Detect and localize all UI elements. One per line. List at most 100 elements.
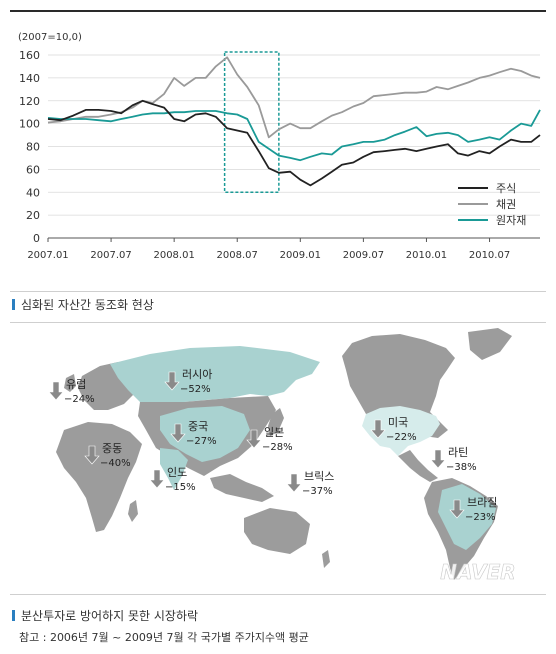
market-1: 유럽 −24% (48, 377, 95, 405)
market-6: 인도 −15% (149, 466, 196, 493)
market-name: 중국 (188, 420, 208, 433)
x-tick-label: 2010.01 (406, 250, 447, 261)
market-change: −38% (446, 462, 477, 473)
x-tick-label: 2007.07 (90, 250, 131, 261)
central-america-land (398, 450, 438, 482)
market-name: 라틴 (448, 446, 468, 459)
caption-marker (12, 299, 15, 310)
russia-highlight (110, 346, 320, 404)
market-change: −23% (465, 512, 496, 523)
greenland-land (468, 328, 512, 360)
brazil-highlight (438, 484, 496, 550)
chart-grid (48, 54, 540, 239)
market-name: 인도 (167, 466, 187, 479)
y-tick-label: 60 (26, 163, 40, 176)
market-10: 브라질 −23% (449, 496, 497, 523)
legend-label: 주식 (496, 182, 516, 195)
north-america-land (342, 334, 455, 438)
x-tick-label: 2008.01 (153, 250, 194, 261)
japan-land (268, 408, 284, 436)
x-tick-label: 2009.07 (343, 250, 384, 261)
market-2: 러시아 −52% (164, 368, 212, 395)
legend-label: 채권 (496, 198, 516, 211)
x-tick-label: 2009.01 (280, 250, 321, 261)
market-change: −40% (100, 458, 131, 469)
market-markers: 유럽 −24% 러시아 −52% 중국 −27% 일본 −28% 중동 −40% 인도 −15% 브릭스… (48, 368, 497, 523)
market-7: 브릭스 −37% (286, 470, 334, 497)
market-name: 브라질 (467, 496, 497, 509)
africa-land (56, 422, 142, 532)
map-caption: 분산투자로 방어하지 못한 시장하락 (12, 607, 198, 624)
divider-chart (10, 291, 546, 292)
y-tick-label: 0 (33, 232, 40, 245)
chart-unit-label: (2007=10,0) (18, 32, 82, 43)
market-change: −15% (165, 482, 196, 493)
asset-correlation-line-chart: (2007=10,0) 0 20 40 60 80 100 120 140 160 2007.0… (18, 32, 541, 261)
down-arrow-icon (286, 473, 302, 493)
new-zealand-land (322, 550, 330, 568)
market-name: 유럽 (66, 377, 86, 391)
chart-caption-text: 심화된 자산간 동조화 현상 (21, 298, 154, 312)
series-line-2 (47, 109, 541, 162)
y-tick-label: 40 (26, 186, 40, 199)
y-tick-label: 20 (26, 209, 40, 222)
y-tick-label: 140 (19, 72, 40, 85)
x-tick-label: 2007.01 (27, 250, 68, 261)
down-arrow-icon (449, 499, 465, 519)
y-axis-ticks: 0 20 40 60 80 100 120 140 160 (19, 49, 40, 245)
market-name: 브릭스 (304, 470, 334, 483)
market-change: −22% (386, 432, 417, 443)
market-8: 미국 −22% (370, 416, 417, 443)
uk-land (64, 374, 76, 392)
market-change: −37% (302, 486, 333, 497)
world-market-decline-map: 유럽 −24% 러시아 −52% 중국 −27% 일본 −28% 중동 −40% 인도 −15% 브릭스… (48, 328, 516, 584)
market-name: 러시아 (182, 368, 212, 381)
market-name: 미국 (388, 416, 408, 429)
map-caption-text: 분산투자로 방어하지 못한 시장하락 (21, 609, 199, 623)
market-9: 라틴 −38% (430, 446, 477, 473)
down-arrow-icon (48, 381, 64, 401)
divider-map-top (10, 322, 546, 323)
series-line-1 (47, 56, 541, 139)
down-arrow-icon (164, 371, 180, 391)
naver-watermark: NAVER (440, 560, 515, 584)
y-tick-label: 80 (26, 141, 40, 154)
down-arrow-icon (370, 419, 386, 439)
madagascar-land (128, 500, 138, 522)
market-change: −24% (64, 394, 95, 405)
india-highlight (160, 448, 188, 490)
southeast-asia-land (210, 474, 274, 502)
series-line-0 (47, 99, 541, 187)
market-3: 중국 −27% (170, 420, 217, 447)
market-5: 중동 −40% (84, 442, 131, 469)
market-change: −28% (262, 442, 293, 453)
top-rule (10, 10, 546, 12)
market-4: 일본 −28% (246, 425, 293, 453)
source-note: 참고 : 2006년 7월 ~ 2009년 7월 각 국가별 주가지수액 평균 (19, 631, 309, 644)
down-arrow-icon (84, 445, 100, 465)
market-name: 일본 (264, 425, 284, 439)
chart-caption: 심화된 자산간 동조화 현상 (12, 296, 154, 313)
caption-marker (12, 610, 15, 621)
continents (56, 328, 512, 580)
down-arrow-icon (149, 469, 165, 489)
down-arrow-icon (246, 429, 262, 449)
x-tick-label: 2008.07 (217, 250, 258, 261)
x-tick-label: 2010.07 (469, 250, 510, 261)
series-lines (47, 56, 541, 187)
legend-label: 원자재 (496, 214, 526, 227)
divider-map-bottom (10, 594, 546, 595)
y-tick-label: 160 (19, 49, 40, 62)
y-tick-label: 120 (19, 95, 40, 108)
china-highlight (160, 406, 250, 462)
y-tick-label: 100 (19, 118, 40, 131)
market-change: −52% (180, 384, 211, 395)
crisis-highlight-box (223, 51, 280, 193)
market-name: 중동 (102, 442, 122, 455)
x-axis-ticks: 2007.01 2007.07 2008.01 2008.07 2009.01 2009.… (27, 238, 510, 261)
usa-highlight (362, 406, 440, 456)
down-arrow-icon (170, 423, 186, 443)
australia-land (244, 508, 310, 554)
down-arrow-icon (430, 449, 446, 469)
